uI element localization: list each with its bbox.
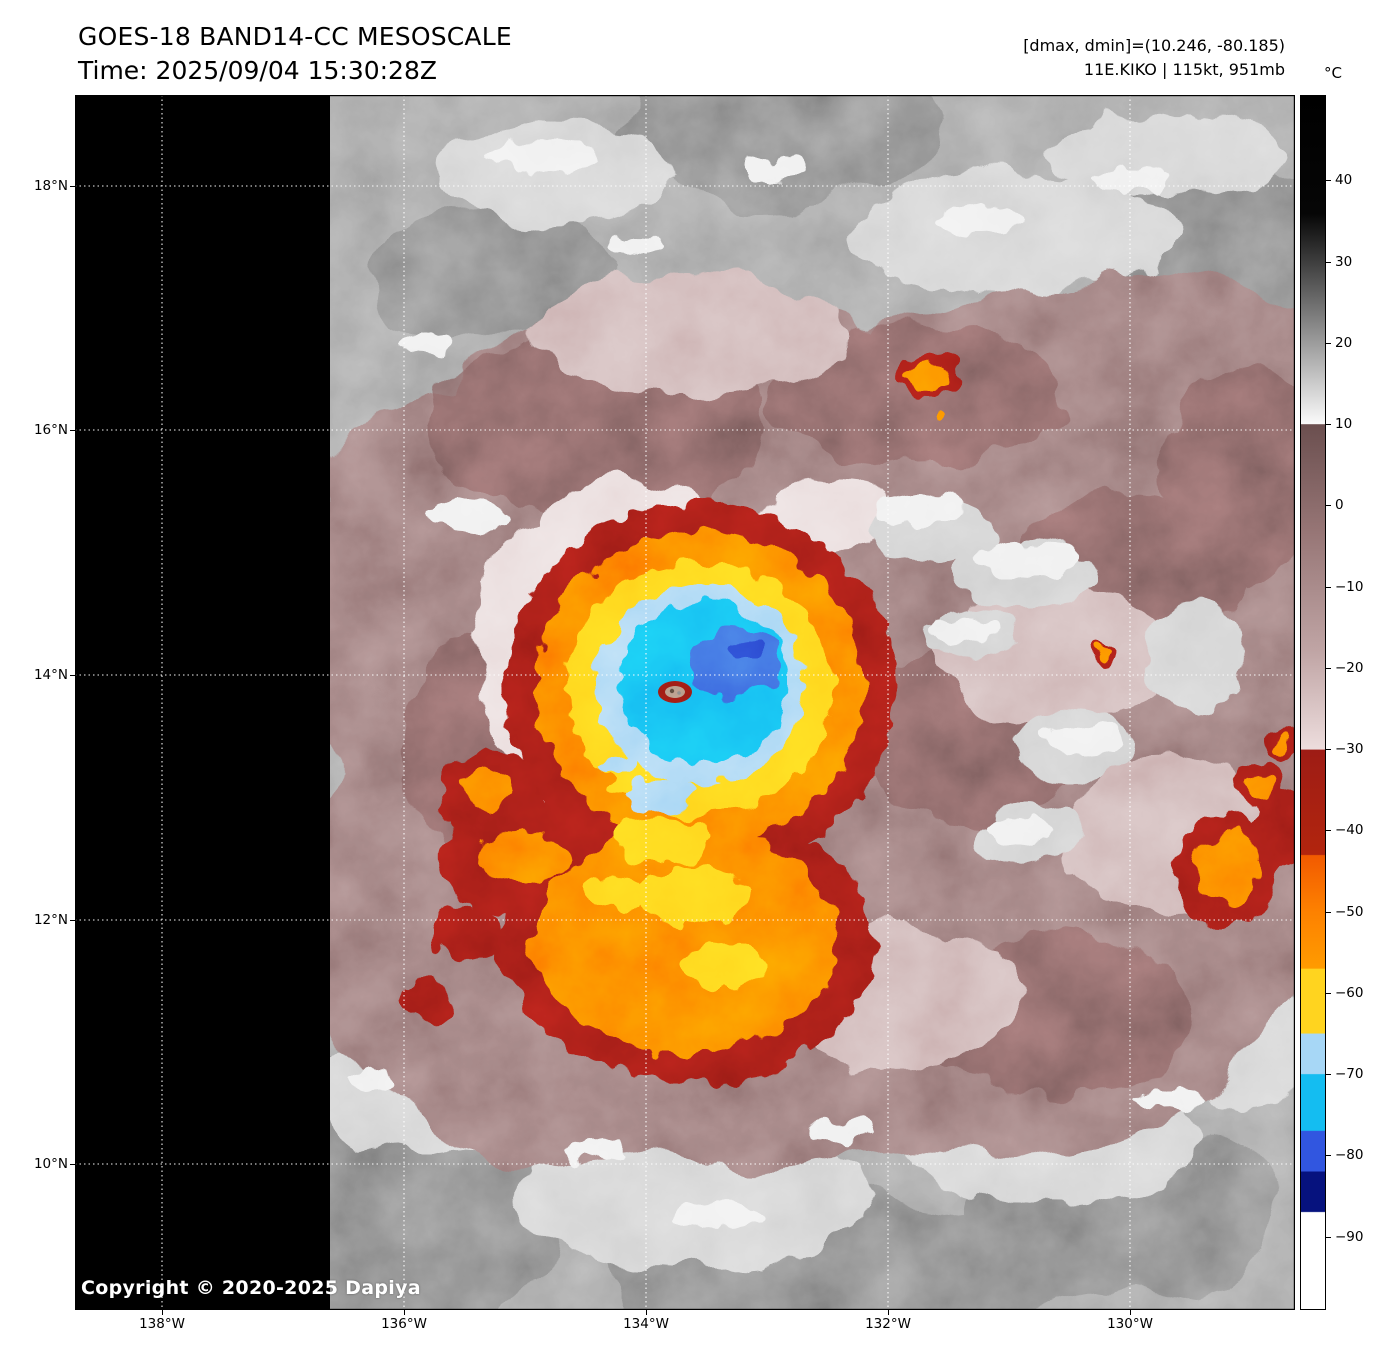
colorbar-tick-label: −60	[1335, 985, 1364, 1001]
colorbar-tick: 40	[1326, 172, 1352, 188]
texture-noise	[330, 95, 1295, 1310]
lat-tick-mark	[70, 675, 75, 676]
lat-tick-label: 18°N	[33, 178, 68, 194]
lat-tick-mark	[70, 430, 75, 431]
timestamp: Time: 2025/09/04 15:30:28Z	[78, 56, 437, 85]
colorbar-tick: −40	[1326, 822, 1364, 838]
lon-tick-label: 138°W	[139, 1316, 185, 1332]
lon-tick-label: 132°W	[865, 1316, 911, 1332]
colorbar-tick: −50	[1326, 904, 1364, 920]
lon-tick-label: 134°W	[623, 1316, 669, 1332]
colorbar-tick: −80	[1326, 1147, 1364, 1163]
colorbar-tick-mark	[1326, 1236, 1331, 1238]
colorbar-tick: −90	[1326, 1229, 1364, 1245]
colorbar-tick-label: 40	[1335, 172, 1353, 188]
colorbar-tick: 0	[1326, 497, 1344, 513]
page-title: GOES-18 BAND14-CC MESOSCALE	[78, 22, 512, 51]
colorbar-tick-label: 30	[1335, 254, 1353, 270]
copyright-notice: Copyright © 2020-2025 Dapiya	[81, 1277, 421, 1299]
gridlines	[75, 95, 1295, 1310]
lon-tick-mark	[888, 1310, 889, 1315]
colorbar-tick-mark	[1326, 829, 1331, 831]
lat-tick-mark	[70, 920, 75, 921]
colorbar-tick-label: 10	[1335, 416, 1353, 432]
lat-tick-mark	[70, 186, 75, 187]
colorbar-tick: −10	[1326, 579, 1364, 595]
colorbar-tick-mark	[1326, 423, 1331, 425]
colorbar-unit-label: °C	[1324, 64, 1342, 82]
satellite-map: Copyright © 2020-2025 Dapiya	[75, 95, 1295, 1310]
colorbar-tick-mark	[1326, 1154, 1331, 1156]
colorbar-tick-label: −70	[1335, 1066, 1364, 1082]
colorbar-tick-mark	[1326, 992, 1331, 994]
colorbar-tick-label: −90	[1335, 1229, 1364, 1245]
plot-frame	[75, 95, 1295, 1310]
lon-tick-label: 130°W	[1107, 1316, 1153, 1332]
colorbar-tick-mark	[1326, 748, 1331, 750]
dmax-dmin-readout: [dmax, dmin]=(10.246, -80.185)	[1023, 36, 1285, 55]
lon-tick-mark	[162, 1310, 163, 1315]
lon-tick-mark	[404, 1310, 405, 1315]
colorbar-tick-label: −50	[1335, 904, 1364, 920]
colorbar-tick: −30	[1326, 741, 1364, 757]
lon-tick-mark	[646, 1310, 647, 1315]
colorbar-tick-mark	[1326, 586, 1331, 588]
colorbar-tick: −60	[1326, 985, 1364, 1001]
lat-tick-mark	[70, 1164, 75, 1165]
colorbar-tick-mark	[1326, 911, 1331, 913]
colorbar-tick-mark	[1326, 667, 1331, 669]
colorbar-tick-mark	[1326, 504, 1331, 506]
imagery-region	[330, 95, 1295, 1310]
colorbar-tick-label: −10	[1335, 579, 1364, 595]
colorbar-tick-label: −30	[1335, 741, 1364, 757]
colorbar-tick-mark	[1326, 1073, 1331, 1075]
lat-tick-label: 12°N	[33, 912, 68, 928]
colorbar-tick-mark	[1326, 342, 1331, 344]
colorbar-tick-label: −40	[1335, 822, 1364, 838]
lon-tick-label: 136°W	[381, 1316, 427, 1332]
colorbar-tick: −70	[1326, 1066, 1364, 1082]
colorbar-tick-mark	[1326, 261, 1331, 263]
lat-tick-label: 10°N	[33, 1156, 68, 1172]
satellite-scene	[75, 95, 1295, 1310]
colorbar-tick-mark	[1326, 179, 1331, 181]
colorbar-tick: 10	[1326, 416, 1352, 432]
colorbar-tick: 30	[1326, 254, 1352, 270]
temperature-colorbar	[1300, 95, 1326, 1310]
colorbar-tick-label: −20	[1335, 660, 1364, 676]
colorbar-tick-label: 0	[1335, 497, 1344, 513]
lat-tick-label: 14°N	[33, 667, 68, 683]
colorbar-tick-label: 20	[1335, 335, 1353, 351]
colorbar-tick: 20	[1326, 335, 1352, 351]
storm-info: 11E.KIKO | 115kt, 951mb	[1083, 60, 1285, 79]
lat-tick-label: 16°N	[33, 422, 68, 438]
colorbar-tick: −20	[1326, 660, 1364, 676]
lon-tick-mark	[1130, 1310, 1131, 1315]
colorbar-tick-label: −80	[1335, 1147, 1364, 1163]
